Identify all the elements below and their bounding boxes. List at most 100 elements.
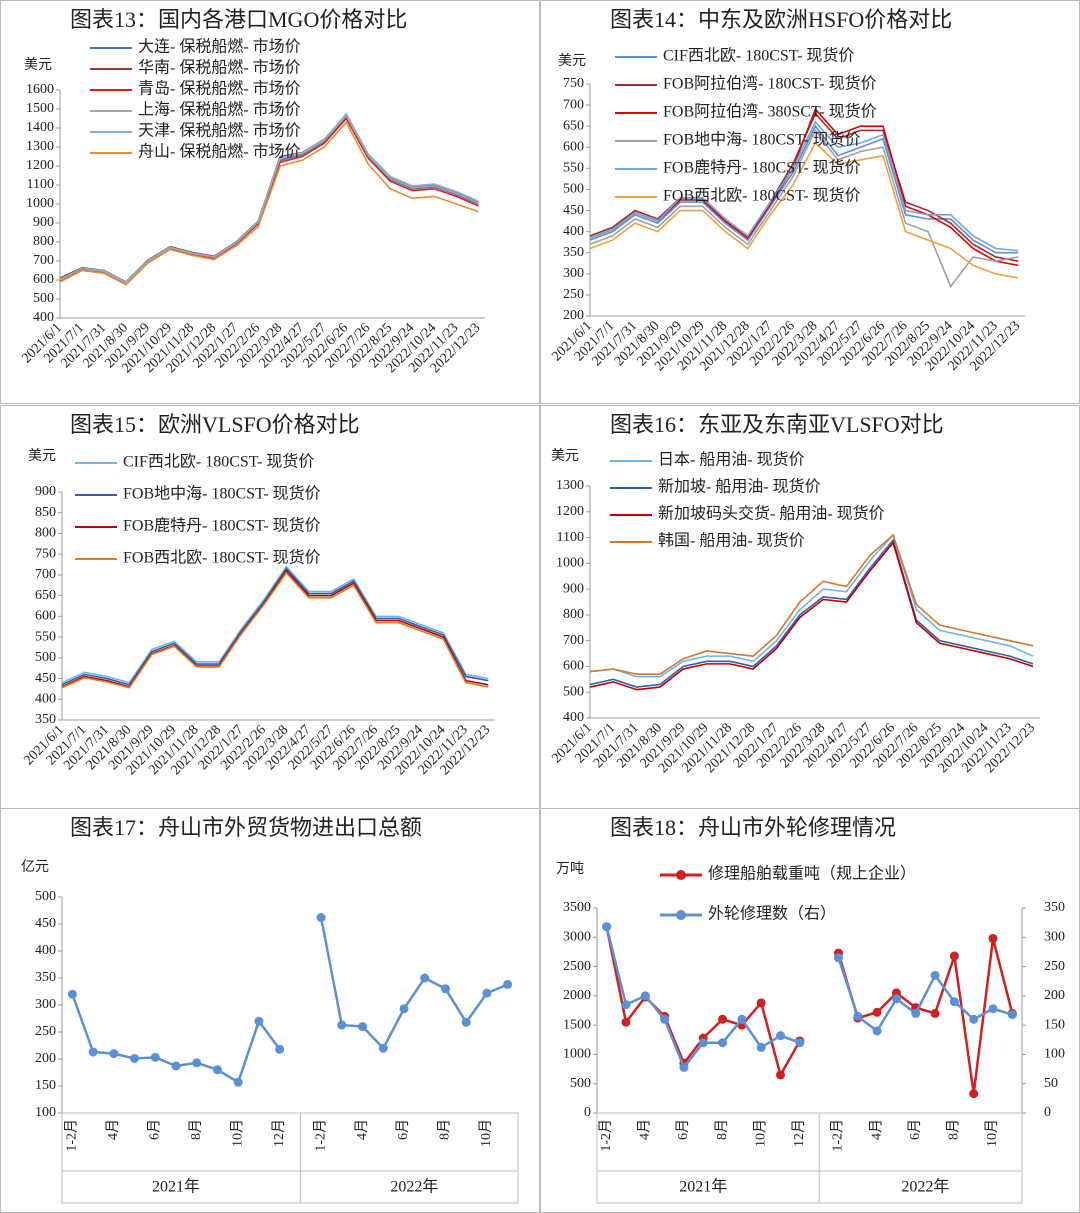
legend-label: FOB阿拉伯湾- 380SCT- 现货价 <box>663 103 877 121</box>
y-tick-label: 1400 <box>26 120 54 135</box>
point <box>756 998 766 1008</box>
y-tick-label: 750 <box>35 546 56 561</box>
legend-label: 青岛- 保税船燃- 市场价 <box>138 80 301 98</box>
x-tick-label: 10月 <box>229 1119 245 1147</box>
legend-label: FOB西北欧- 180CST- 现货价 <box>663 187 861 205</box>
legend-label: 日本- 船用油- 现货价 <box>658 451 805 469</box>
y2-tick-label: 200 <box>1044 988 1065 1003</box>
y-tick-label: 650 <box>35 588 56 603</box>
y-tick-label: 600 <box>35 609 56 624</box>
series-line <box>59 114 479 284</box>
y-tick-label: 0 <box>584 1105 591 1120</box>
y-tick-label: 1100 <box>557 530 584 545</box>
point <box>358 1022 368 1032</box>
point <box>756 1042 766 1052</box>
y-tick-label: 1600 <box>26 82 54 97</box>
point <box>872 1026 882 1036</box>
series-line <box>589 141 1019 279</box>
legend-label: FOB鹿特丹- 180CST- 现货价 <box>123 517 321 535</box>
point <box>602 922 612 932</box>
series-line <box>589 538 1034 688</box>
y-tick-label: 250 <box>563 287 584 302</box>
point <box>891 994 901 1004</box>
point <box>233 1077 243 1087</box>
axis-label: 万吨 <box>556 861 584 877</box>
x-tick-label: 8月 <box>437 1119 453 1140</box>
axis-label: 美元 <box>558 53 586 69</box>
point <box>1007 1010 1017 1020</box>
point <box>337 1020 347 1030</box>
chart-title: 图表14：中东及欧洲HSFO价格对比 <box>610 7 952 32</box>
series-line <box>589 128 1019 289</box>
y2-tick-label: 300 <box>1044 930 1065 945</box>
legend-label: FOB阿拉伯湾- 180CST- 现货价 <box>663 75 877 93</box>
y-tick-label: 400 <box>563 224 584 239</box>
series-line <box>589 120 1019 252</box>
point <box>503 979 513 989</box>
y-tick-label: 500 <box>35 889 56 904</box>
y-tick-label: 1200 <box>26 158 54 173</box>
y-tick-label: 350 <box>563 245 584 260</box>
point <box>853 1011 863 1021</box>
point <box>482 988 492 998</box>
y-tick-label: 800 <box>35 526 56 541</box>
point <box>461 1017 471 1027</box>
legend-label: 华南- 保税船燃- 市场价 <box>138 59 301 77</box>
category-table <box>61 1112 519 1204</box>
y-tick-label: 1500 <box>563 1017 591 1032</box>
point <box>420 973 430 983</box>
x-tick-label: 8月 <box>946 1119 962 1140</box>
point <box>969 1014 979 1024</box>
y-tick-label: 1000 <box>556 556 584 571</box>
y-tick-label: 300 <box>35 997 56 1012</box>
series-line <box>589 533 1034 678</box>
chart-title: 图表18：舟山市外轮修理情况 <box>610 815 896 840</box>
y-tick-label: 300 <box>563 266 584 281</box>
y-tick-label: 450 <box>35 916 56 931</box>
y-tick-label: 800 <box>33 234 54 249</box>
legend-label: 韩国- 船用油- 现货价 <box>658 532 805 550</box>
point <box>795 1038 805 1048</box>
y-tick-label: 700 <box>33 253 54 268</box>
point <box>988 1004 998 1014</box>
legend-label: 修理船舶载重吨（规上企业） <box>708 865 916 883</box>
point <box>969 1089 979 1099</box>
series-line <box>61 565 489 684</box>
series-line <box>61 567 489 686</box>
point <box>130 1053 140 1063</box>
series-line <box>589 533 1034 675</box>
y-tick-label: 100 <box>35 1105 56 1120</box>
axis-label: 美元 <box>24 57 52 73</box>
y-tick-label: 550 <box>35 629 56 644</box>
legend-label: 外轮修理数（右） <box>708 905 836 923</box>
x-tick-label: 6月 <box>146 1119 162 1140</box>
point <box>718 1038 728 1048</box>
x-tick-label: 10月 <box>752 1119 768 1147</box>
x-tick-label: 6月 <box>907 1119 923 1140</box>
chart-title: 图表13：国内各港口MGO价格对比 <box>70 7 407 32</box>
y-tick-label: 600 <box>563 139 584 154</box>
y-tick-label: 400 <box>563 710 584 725</box>
point <box>192 1058 202 1068</box>
point <box>930 970 940 980</box>
x-tick-label: 10月 <box>984 1119 1000 1147</box>
point <box>275 1044 285 1054</box>
legend-label: FOB西北欧- 180CST- 现货价 <box>123 549 321 567</box>
y-tick-label: 850 <box>35 505 56 520</box>
x-tick-label: 10月 <box>478 1119 494 1147</box>
chart-title: 图表15：欧洲VLSFO价格对比 <box>70 412 360 437</box>
y-tick-label: 500 <box>563 182 584 197</box>
point <box>399 1004 409 1014</box>
point <box>660 1014 670 1024</box>
axis-label: 亿元 <box>21 859 49 875</box>
y-tick-label: 400 <box>35 691 56 706</box>
point <box>316 913 326 923</box>
legend-label: FOB鹿特丹- 180CST- 现货价 <box>663 159 861 177</box>
series-line <box>589 124 1019 254</box>
y-tick-label: 1100 <box>27 177 54 192</box>
legend-marker <box>676 870 686 880</box>
y-tick-label: 1300 <box>26 139 54 154</box>
point <box>440 984 450 994</box>
series-line <box>59 115 479 285</box>
